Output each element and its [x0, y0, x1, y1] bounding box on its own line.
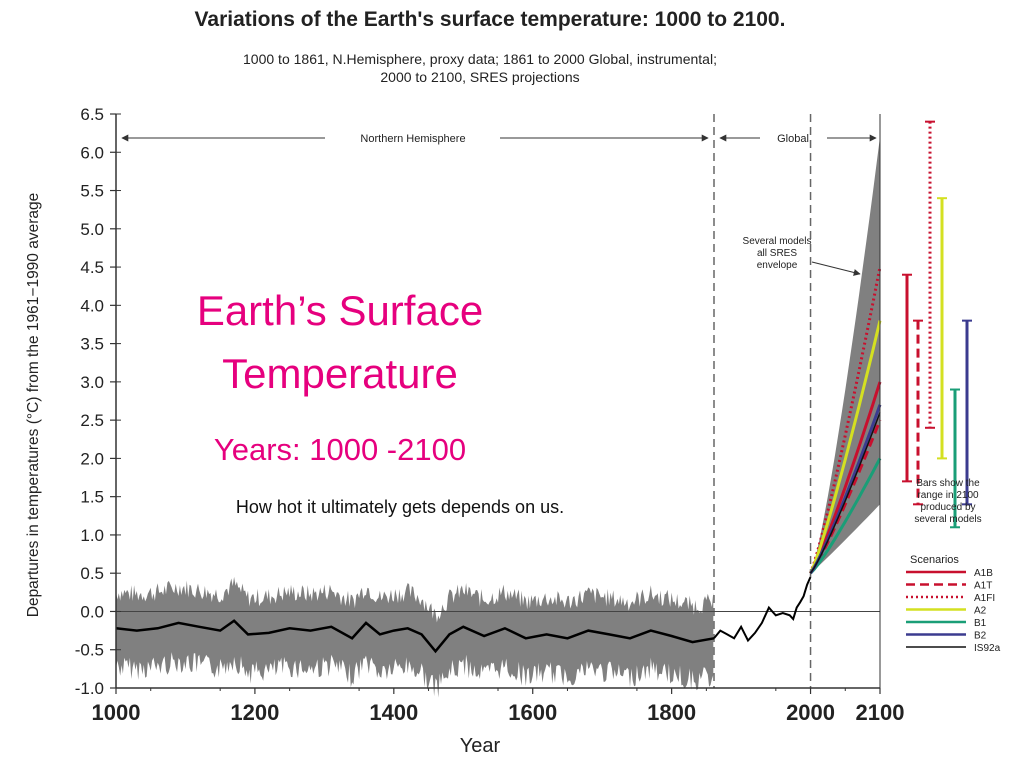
y-tick-label: 6.0 — [80, 143, 104, 162]
y-tick-label: 2.5 — [80, 411, 104, 430]
y-tick-label: 3.5 — [80, 335, 104, 354]
subtitle-line-1: 1000 to 1861, N.Hemisphere, proxy data; … — [243, 51, 717, 67]
bars-label-line: produced by — [920, 502, 975, 513]
envelope-label-line: Several models — [743, 236, 812, 247]
projection-line-a2 — [809, 320, 882, 574]
x-tick-label: 2000 — [786, 700, 835, 725]
x-tick-label: 1600 — [508, 700, 557, 725]
region-labels: Northern Hemisphere Global — [121, 133, 877, 145]
x-tick-label: 1200 — [230, 700, 279, 725]
smoothed-proxy-line — [115, 619, 715, 654]
y-tick-label: 4.0 — [80, 296, 104, 315]
legend-label-a1b: A1B — [974, 568, 993, 579]
bars-label-line: Bars show the — [916, 478, 980, 489]
envelope-label-line: all SRES — [757, 248, 797, 259]
y-tick-label: 5.5 — [80, 182, 104, 201]
y-tick-label: -1.0 — [75, 679, 104, 698]
y-axis-label: Departures in temperatures (°C) from the… — [25, 193, 42, 618]
y-tick-label: 5.0 — [80, 220, 104, 239]
y-tick-label: 0.5 — [80, 564, 104, 583]
envelope-label-line: envelope — [757, 260, 798, 271]
projection-line-a1fi — [809, 266, 882, 574]
global-label: Global — [777, 133, 809, 145]
x-tick-label: 1800 — [647, 700, 696, 725]
overlay-note: How hot it ultimately gets depends on us… — [235, 497, 565, 517]
overlay-years: Years: 1000 -2100 — [213, 432, 467, 467]
uncertainty-band — [116, 576, 714, 698]
y-tick-label: 1.0 — [80, 526, 104, 545]
x-tick-label: 1400 — [369, 700, 418, 725]
smoothed-history — [115, 576, 812, 654]
legend-label-b1: B1 — [974, 618, 987, 629]
axes: 6.5 6.0 5.5 5.0 4.5 4.0 3.5 3.0 2.5 2.0 1.5 1.0 0.5 0… — [25, 105, 904, 757]
legend-label-a1t: A1T — [974, 581, 992, 592]
legend-label-a2: A2 — [974, 606, 987, 617]
legend-label-a1fi: A1FI — [974, 593, 995, 604]
subtitle-line-2: 2000 to 2100, SRES projections — [380, 69, 580, 85]
projection-line-is92a — [809, 412, 881, 574]
legend-label-is92a: IS92a — [974, 643, 1001, 654]
legend-label-b2: B2 — [974, 631, 987, 642]
x-tick-label: 1000 — [92, 700, 141, 725]
y-tick-label: 2.0 — [80, 449, 104, 468]
bars-label-line: several models — [914, 514, 981, 525]
chart-title: Variations of the Earth's surface temper… — [194, 8, 786, 31]
chart-subtitle: 1000 to 1861, N.Hemisphere, proxy data; … — [0, 50, 960, 86]
x-axis-label: Year — [460, 735, 501, 757]
sres-envelope — [810, 137, 880, 574]
overlay-title-line-2: Temperature — [222, 350, 458, 397]
proxy-uncertainty-band — [116, 576, 714, 698]
region-dividers — [713, 114, 812, 688]
y-tick-label: 0.0 — [80, 602, 104, 621]
bars-label-line: range in 2100 — [917, 490, 979, 501]
instrumental-line — [713, 576, 812, 643]
envelope-pointer — [811, 261, 861, 276]
nh-label: Northern Hemisphere — [360, 133, 465, 145]
sres-envelope-area — [810, 137, 880, 574]
y-tick-label: 1.5 — [80, 488, 104, 507]
legend-title: Scenarios — [910, 554, 959, 566]
overlay-title-line-1: Earth’s Surface — [196, 287, 484, 334]
y-tick-label: 6.5 — [80, 105, 104, 124]
projection-series — [809, 266, 882, 575]
y-tick-label: -0.5 — [75, 641, 104, 660]
x-tick-label: 2100 — [856, 700, 905, 725]
y-tick-label: 3.0 — [80, 373, 104, 392]
projection-line-b1 — [809, 457, 882, 575]
y-tick-label: 4.5 — [80, 258, 104, 277]
